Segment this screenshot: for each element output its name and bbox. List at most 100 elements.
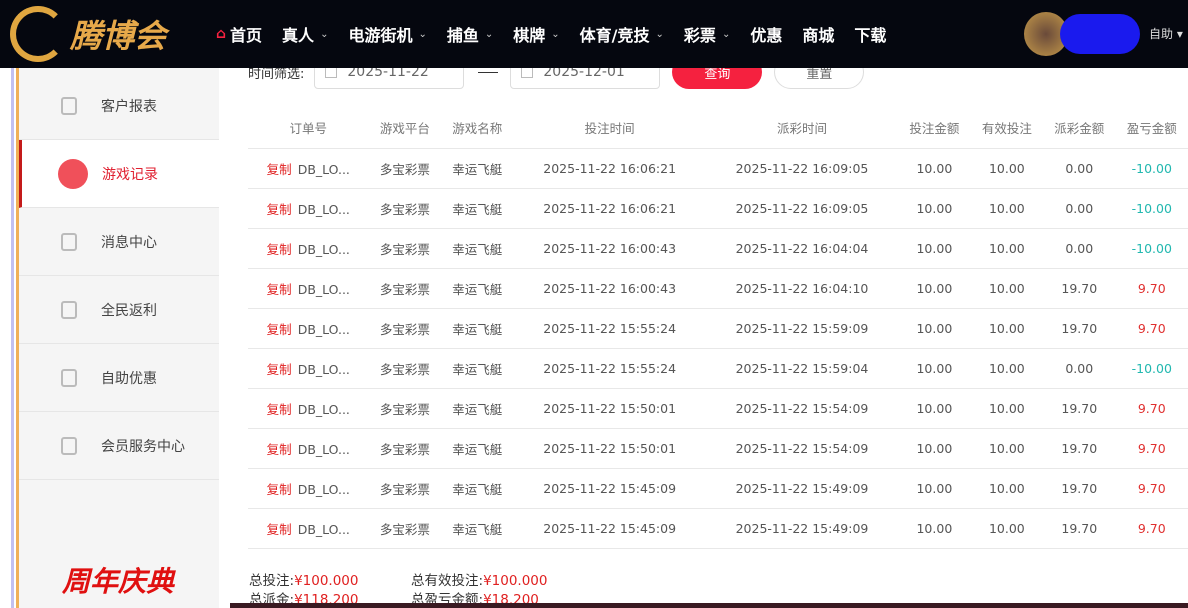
table-cell: 10.00 xyxy=(970,347,1044,388)
table-cell: 9.70 xyxy=(1115,307,1188,348)
nav-item[interactable]: 电游街机 ⌄ xyxy=(348,26,427,45)
sidebar-item[interactable]: 会员服务中心 xyxy=(19,412,219,480)
anniversary-promo[interactable]: 周年庆典 xyxy=(62,565,175,598)
copy-button[interactable]: 复制 xyxy=(266,401,292,417)
table-cell: 幸运飞艇 xyxy=(441,347,514,388)
table-cell: 2025-11-22 15:59:09 xyxy=(705,307,899,348)
table-cell: 幸运飞艇 xyxy=(441,227,514,268)
copy-button[interactable]: 复制 xyxy=(266,201,292,217)
table-cell: 2025-11-22 15:50:01 xyxy=(513,427,706,468)
table-cell: 10.00 xyxy=(970,267,1044,308)
table-cell: 2025-11-22 15:50:01 xyxy=(513,387,706,428)
table-cell: 10.00 xyxy=(898,427,971,468)
report-icon xyxy=(61,96,77,115)
game-records-table: 订单号 游戏平台 游戏名称 投注时间 派彩时间 投注金额 有效投注 派彩金额 盈亏金额 复制 DB… xyxy=(248,108,1188,549)
sidebar-item[interactable]: 全民返利 xyxy=(19,276,219,344)
column-header: 游戏名称 xyxy=(452,121,503,137)
copy-button[interactable]: 复制 xyxy=(266,281,292,297)
column-header: 投注金额 xyxy=(909,121,960,137)
column-header: 有效投注 xyxy=(981,121,1032,137)
table-cell: 复制 DB_LO... xyxy=(248,467,369,508)
rebate-icon xyxy=(61,300,77,319)
table-cell: 多宝彩票 xyxy=(368,307,442,348)
gamepad-icon xyxy=(58,158,88,189)
table-cell: 19.70 xyxy=(1043,267,1116,308)
table-cell: 2025-11-22 16:09:05 xyxy=(705,187,899,228)
table-row: 复制 DB_LO... 多宝彩票 幸运飞艇 2025-11-22 15:55:24 202… xyxy=(248,307,1188,348)
column-header: 投注时间 xyxy=(584,121,635,137)
chevron-down-icon: ⌄ xyxy=(551,28,560,40)
nav-item[interactable]: 捕鱼 ⌄ xyxy=(446,26,494,45)
chevron-down-icon: ⌄ xyxy=(655,28,664,40)
table-cell: 幸运飞艇 xyxy=(441,267,514,308)
table-cell: -10.00 xyxy=(1115,147,1188,188)
nav-item[interactable]: 棋牌 ⌄ xyxy=(513,26,560,45)
table-cell: 9.70 xyxy=(1115,467,1188,508)
logo[interactable]: 腾博会 xyxy=(10,6,166,62)
copy-button[interactable]: 复制 xyxy=(266,241,292,257)
table-cell: 复制 DB_LO... xyxy=(248,147,369,188)
table-cell: 9.70 xyxy=(1115,387,1188,428)
table-cell: 10.00 xyxy=(970,507,1044,549)
table-cell: 10.00 xyxy=(898,347,971,388)
column-header: 订单号 xyxy=(289,121,328,137)
table-cell: 2025-11-22 15:59:04 xyxy=(705,347,899,388)
sidebar-item[interactable]: 客户报表 xyxy=(19,72,219,140)
table-cell: 19.70 xyxy=(1043,507,1116,549)
nav-item[interactable]: 真人 ⌄ xyxy=(282,26,329,45)
table-cell: 19.70 xyxy=(1043,427,1116,468)
table-row: 复制 DB_LO... 多宝彩票 幸运飞艇 2025-11-22 15:55:24 202… xyxy=(248,347,1188,388)
table-cell: 多宝彩票 xyxy=(368,227,442,268)
table-cell: 10.00 xyxy=(970,147,1044,188)
logo-text: 腾博会 xyxy=(70,17,167,55)
bottom-bar xyxy=(230,603,1188,608)
table-cell: 2025-11-22 15:45:09 xyxy=(513,467,706,508)
table-cell: 2025-11-22 16:06:21 xyxy=(513,187,706,228)
table-cell: 复制 DB_LO... xyxy=(248,347,369,388)
nav-item[interactable]: 优惠 xyxy=(750,26,783,45)
decor-strip xyxy=(11,68,14,608)
table-cell: 19.70 xyxy=(1043,387,1116,428)
table-cell: 10.00 xyxy=(970,467,1044,508)
table-cell: 2025-11-22 16:04:10 xyxy=(705,267,899,308)
table-cell: 10.00 xyxy=(970,187,1044,228)
nav-item[interactable]: 商城 xyxy=(802,26,835,45)
sidebar-item[interactable]: 游戏记录 xyxy=(19,140,219,208)
table-cell: -10.00 xyxy=(1115,347,1188,388)
table-cell: 10.00 xyxy=(898,467,971,508)
nav-item[interactable]: 体育/竞技 ⌄ xyxy=(579,26,664,45)
summary-total-valid: 总有效投注:¥100.000 xyxy=(411,573,548,589)
table-row: 复制 DB_LO... 多宝彩票 幸运飞艇 2025-11-22 16:00:43 202… xyxy=(248,227,1188,268)
nav-item[interactable]: ⌂ 首页 xyxy=(216,26,263,45)
table-cell: 2025-11-22 15:54:09 xyxy=(705,387,899,428)
table-cell: 多宝彩票 xyxy=(368,387,442,428)
table-cell: 9.70 xyxy=(1115,507,1188,549)
column-header: 派彩时间 xyxy=(776,121,827,137)
main-nav: ⌂ 首页 真人 ⌄ 电游街机 ⌄ 捕鱼 ⌄ 棋牌 ⌄ 体育/竞技 ⌄ 彩票 ⌄ 优惠 商城 下载 xyxy=(216,0,906,68)
chevron-down-icon: ⌄ xyxy=(320,28,329,40)
table-row: 复制 DB_LO... 多宝彩票 幸运飞艇 2025-11-22 15:45:09 202… xyxy=(248,507,1188,549)
copy-button[interactable]: 复制 xyxy=(266,361,292,377)
copy-button[interactable]: 复制 xyxy=(266,481,292,497)
help-dropdown[interactable]: 自助 ▾ xyxy=(1149,27,1183,41)
nav-item[interactable]: 彩票 ⌄ xyxy=(683,26,731,45)
table-cell: 复制 DB_LO... xyxy=(248,187,369,228)
nav-item[interactable]: 下载 xyxy=(854,26,887,45)
sidebar-item[interactable]: 消息中心 xyxy=(19,208,219,276)
table-cell: 10.00 xyxy=(970,227,1044,268)
sidebar-item[interactable]: 自助优惠 xyxy=(19,344,219,412)
table-row: 复制 DB_LO... 多宝彩票 幸运飞艇 2025-11-22 16:06:21 202… xyxy=(248,187,1188,228)
handshake-icon xyxy=(61,436,77,455)
table-cell: 10.00 xyxy=(970,427,1044,468)
table-cell: 多宝彩票 xyxy=(368,147,442,188)
copy-button[interactable]: 复制 xyxy=(266,521,292,537)
copy-button[interactable]: 复制 xyxy=(266,161,292,177)
table-cell: 2025-11-22 15:45:09 xyxy=(513,507,706,549)
sidebar: 客户报表 游戏记录 消息中心 全民返利 自助优惠 会员服务中心 xyxy=(19,68,219,608)
copy-button[interactable]: 复制 xyxy=(266,321,292,337)
table-cell: 2025-11-22 15:55:24 xyxy=(513,307,706,348)
table-cell: 幸运飞艇 xyxy=(441,147,514,188)
table-cell: 幸运飞艇 xyxy=(441,427,514,468)
column-header: 派彩金额 xyxy=(1054,121,1105,137)
copy-button[interactable]: 复制 xyxy=(266,441,292,457)
